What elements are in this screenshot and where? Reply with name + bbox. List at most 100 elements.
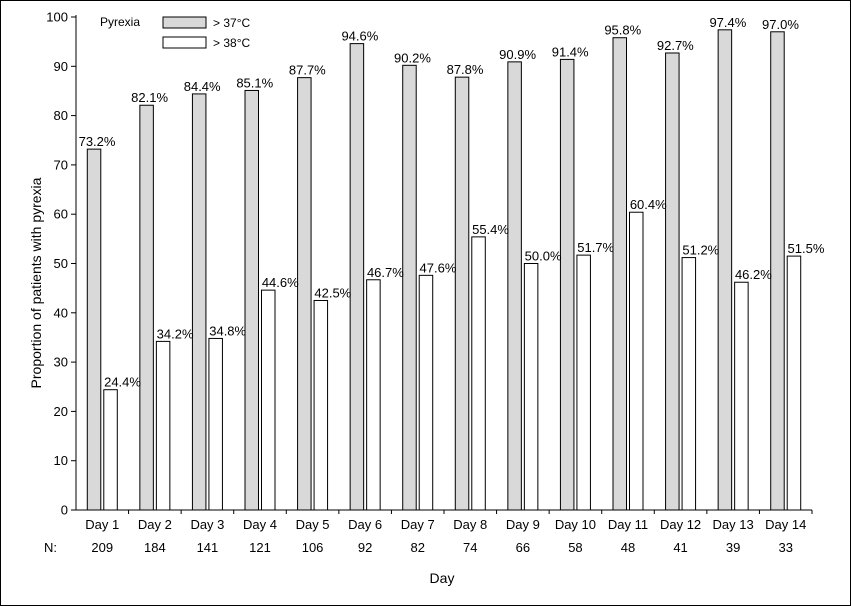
data-label-37c-4: 85.1% [236,75,273,90]
category-label-7: Day 7 [401,517,435,532]
bar-38c-3 [208,337,223,511]
data-label-37c-8: 87.8% [447,62,484,77]
n-value-3: 141 [197,540,219,555]
data-label-37c-12: 92.7% [657,38,694,53]
bar-38c-2 [155,340,171,511]
legend-title: Pyrexia [100,15,140,29]
bar-37c-7 [402,64,417,511]
category-label-3: Day 3 [190,517,224,532]
bar-38c-14 [786,255,802,511]
n-value-11: 48 [621,540,635,555]
bar-37c-11 [612,37,627,511]
data-label-38c-9: 50.0% [525,249,562,264]
data-label-37c-14: 97.0% [762,17,799,32]
legend-swatch-37 [162,16,207,29]
bar-38c-11 [629,211,644,511]
category-label-5: Day 5 [296,517,330,532]
category-label-9: Day 9 [506,517,540,532]
n-value-7: 82 [410,540,424,555]
data-label-38c-4: 44.6% [262,275,299,290]
data-label-38c-14: 51.5% [788,241,825,256]
data-label-37c-10: 91.4% [552,44,589,59]
n-value-12: 41 [673,540,687,555]
legend-label-38: > 38°C [213,36,250,50]
category-label-1: Day 1 [85,517,119,532]
bar-37c-9 [507,61,522,511]
bar-37c-14 [770,31,785,511]
legend: Pyrexia > 37°C > 38°C [100,15,250,50]
n-value-13: 39 [726,540,740,555]
y-tick-label-90: 90 [54,59,68,74]
category-label-6: Day 6 [348,517,382,532]
bar-37c-8 [454,76,470,511]
n-value-4: 121 [249,540,271,555]
y-tick-label-0: 0 [61,503,68,518]
data-label-38c-7: 47.6% [420,260,457,275]
y-tick-label-10: 10 [54,453,68,468]
category-label-4: Day 4 [243,517,277,532]
bar-38c-6 [366,279,381,511]
bar-37c-2 [139,104,154,511]
labels-layer: 0 10 20 30 40 50 60 70 80 90 100 73.2% 24.4% Day 1 209… [46,10,825,556]
bar-37c-10 [559,58,575,511]
category-label-12: Day 12 [660,517,701,532]
bar-38c-9 [523,263,539,511]
y-tick-label-50: 50 [54,256,68,271]
n-value-5: 106 [302,540,324,555]
n-value-8: 74 [463,540,477,555]
bar-37c-5 [297,77,312,511]
bar-38c-1 [103,389,118,511]
legend-swatch-38 [162,36,207,49]
data-label-37c-9: 90.9% [499,47,536,62]
y-tick-label-30: 30 [54,355,68,370]
n-value-10: 58 [568,540,582,555]
n-value-9: 66 [516,540,530,555]
n-value-14: 33 [778,540,792,555]
y-tick-label-100: 100 [46,10,68,25]
bar-37c-12 [665,52,680,511]
data-label-38c-10: 51.7% [577,240,614,255]
y-axis-title: Proportion of patients with pyrexia [28,177,44,388]
legend-label-37: > 37°C [213,16,250,30]
data-label-37c-6: 94.6% [341,29,378,44]
data-label-38c-2: 34.2% [157,326,194,341]
data-label-37c-5: 87.7% [289,63,326,78]
category-label-14: Day 14 [765,517,806,532]
y-tick-label-20: 20 [54,404,68,419]
data-label-38c-6: 46.7% [367,265,404,280]
bar-37c-3 [191,93,207,511]
data-label-37c-13: 97.4% [709,15,746,30]
data-label-37c-2: 82.1% [131,90,168,105]
data-label-38c-3: 34.8% [209,323,246,338]
n-value-6: 92 [358,540,372,555]
bar-38c-8 [471,236,486,511]
bar-37c-1 [86,148,102,511]
y-tick-label-40: 40 [54,305,68,320]
bar-38c-7 [418,274,434,511]
data-label-37c-1: 73.2% [79,134,116,149]
y-tick-label-70: 70 [54,157,68,172]
data-label-38c-12: 51.2% [682,243,719,258]
category-label-10: Day 10 [555,517,596,532]
data-label-37c-3: 84.4% [184,79,221,94]
data-label-38c-11: 60.4% [630,197,667,212]
category-label-13: Day 13 [713,517,754,532]
data-label-37c-11: 95.8% [604,23,641,38]
n-prefix-label: N: [44,540,57,555]
bar-38c-4 [261,289,276,511]
x-axis-title: Day [430,570,455,586]
n-value-2: 184 [144,540,166,555]
category-label-8: Day 8 [453,517,487,532]
bar-38c-12 [681,257,697,511]
y-tick-label-80: 80 [54,108,68,123]
category-label-2: Day 2 [138,517,172,532]
bars-layer [86,29,802,511]
category-label-11: Day 11 [608,517,648,532]
data-label-37c-7: 90.2% [394,50,431,65]
data-label-38c-13: 46.2% [735,267,772,282]
bar-37c-4 [244,89,259,511]
bar-37c-6 [349,43,365,511]
data-label-38c-5: 42.5% [314,285,351,300]
data-label-38c-8: 55.4% [472,222,509,237]
